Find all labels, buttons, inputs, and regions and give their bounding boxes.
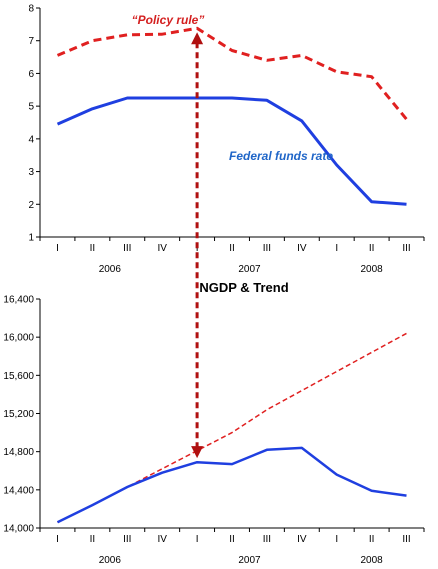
- annotation-layer: “Policy rule” Federal funds rate: [132, 13, 333, 459]
- ngdp-quarter-label: I: [335, 534, 338, 545]
- fed-funds-rate-label: Federal funds rate: [229, 149, 333, 163]
- rate-year-label: 2008: [361, 264, 384, 275]
- rate-y-tick-label: 1: [28, 233, 34, 244]
- ngdp-quarter-label: II: [229, 534, 235, 545]
- ngdp-quarter-label: II: [369, 534, 375, 545]
- rate-quarter-label: II: [369, 243, 375, 254]
- rate-quarter-label: I: [335, 243, 338, 254]
- ngdp-year-label: 2006: [99, 555, 122, 566]
- rate-year-label: 2007: [238, 264, 261, 275]
- rate-y-tick-label: 4: [28, 134, 34, 145]
- rate-quarter-label: I: [196, 243, 199, 254]
- policy-rule-label: “Policy rule”: [132, 13, 205, 27]
- ngdp-y-tick-label: 14,400: [3, 485, 34, 496]
- arrow-head-down: [191, 446, 204, 459]
- ngdp-quarter-label: I: [56, 534, 59, 545]
- chart-ngdp-trend: NGDP & Trend 14,000 14,400 14,800 15,200 15,…: [3, 280, 425, 566]
- ngdp-quarter-label: IV: [157, 534, 167, 545]
- ngdp-year-label: 2007: [238, 555, 261, 566]
- ngdp-quarter-label: IV: [297, 534, 307, 545]
- ngdp-year-label: 2008: [361, 555, 384, 566]
- ngdp-quarter-label: I: [196, 534, 199, 545]
- rate-quarter-label: III: [402, 243, 410, 254]
- ngdp-series-solid-line: [56, 446, 407, 524]
- rate-y-tick-label: 6: [28, 69, 34, 80]
- ngdp-y-tick-label: 15,600: [3, 371, 34, 382]
- ngdp-quarter-label: III: [402, 534, 410, 545]
- rate-y-tick-label: 2: [28, 200, 34, 211]
- ngdp-quarter-label: II: [90, 534, 96, 545]
- rate-y-tick-label: 7: [28, 36, 34, 47]
- ngdp-y-tick-label: 16,000: [3, 333, 34, 344]
- rate-series-solid-line: [56, 96, 407, 206]
- rate-series-dashed-line: [56, 26, 408, 121]
- rate-y-tick-label: 3: [28, 167, 34, 178]
- ngdp-y-tick-label: 14,000: [3, 524, 34, 535]
- rate-quarter-label: III: [123, 243, 131, 254]
- rate-quarter-label: I: [56, 243, 59, 254]
- ngdp-y-tick-label: 15,200: [3, 409, 34, 420]
- rate-quarter-label: IV: [297, 243, 307, 254]
- rate-quarter-label: II: [229, 243, 235, 254]
- rate-quarter-label: IV: [157, 243, 167, 254]
- ngdp-quarter-label: III: [123, 534, 131, 545]
- rate-year-label: 2006: [99, 264, 122, 275]
- rate-y-tick-label: 8: [28, 4, 34, 15]
- ngdp-series-dashed-line: [57, 332, 407, 523]
- ngdp-y-tick-label: 16,400: [3, 295, 34, 306]
- rate-quarter-label: II: [90, 243, 96, 254]
- rate-y-tick-label: 5: [28, 102, 34, 113]
- ngdp-y-tick-label: 14,800: [3, 447, 34, 458]
- ngdp-quarter-label: III: [263, 534, 271, 545]
- ngdp-chart-title: NGDP & Trend: [199, 280, 288, 295]
- rate-quarter-label: III: [263, 243, 271, 254]
- arrow-head-up: [191, 32, 204, 45]
